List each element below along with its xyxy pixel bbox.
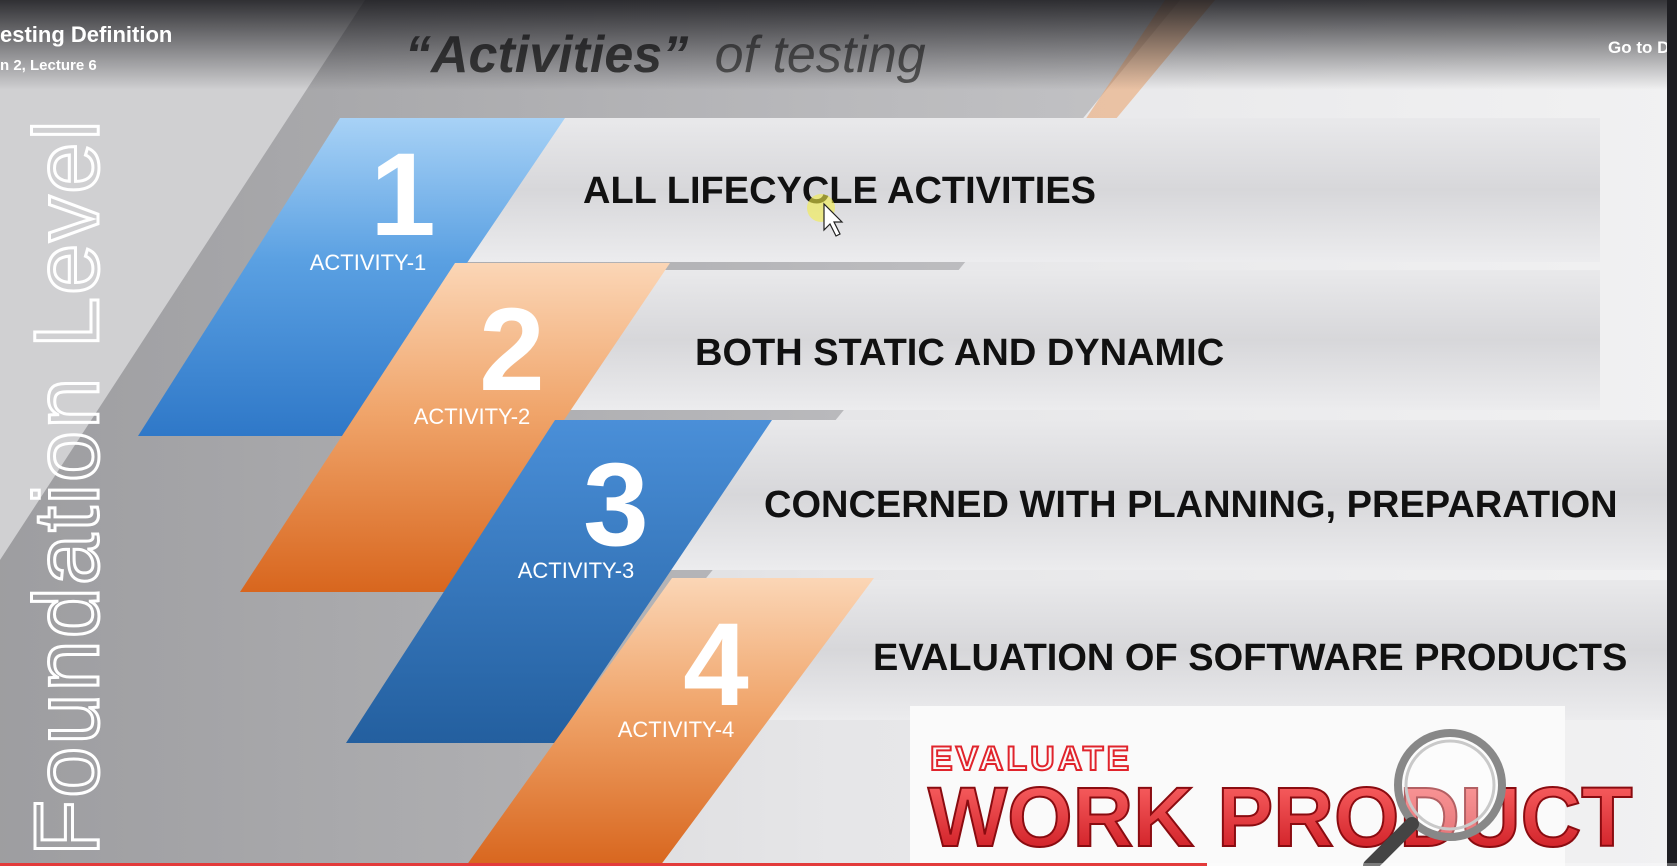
- activity-3-caption: ACTIVITY-3: [518, 558, 635, 583]
- video-progress-bar[interactable]: [0, 863, 1677, 866]
- activity-1-shape: [138, 118, 565, 436]
- activity-3-number: 3: [583, 439, 649, 571]
- mouse-cursor-icon: [807, 194, 844, 237]
- video-title: esting Definition: [0, 22, 173, 47]
- activity-1-number: 1: [370, 129, 436, 261]
- side-label-foundation-level: Foundation Level: [16, 118, 118, 856]
- activity-1-text: ALL LIFECYCLE ACTIVITIES: [583, 170, 1096, 212]
- activity-3-shape: [346, 420, 772, 743]
- work-product-image: EVALUATE WORK PRODUCT: [910, 706, 1634, 866]
- svg-text:EVALUATE: EVALUATE: [930, 740, 1132, 778]
- activity-1-caption: ACTIVITY-1: [310, 250, 427, 275]
- activity-4-text: EVALUATION OF SOFTWARE PRODUCTS: [873, 637, 1627, 679]
- svg-text:WORK PRODUCT: WORK PRODUCT: [928, 770, 1633, 864]
- activity-2-caption: ACTIVITY-2: [414, 404, 531, 429]
- activity-2-shape: [240, 263, 670, 592]
- player-top-shade: [0, 0, 1677, 90]
- activity-3-text: CONCERNED WITH PLANNING, PREPARATION: [764, 484, 1618, 526]
- video-progress-fill: [0, 863, 1208, 866]
- activity-4-caption: ACTIVITY-4: [618, 717, 735, 742]
- activity-2-number: 2: [479, 284, 545, 416]
- video-subtitle: n 2, Lecture 6: [0, 57, 97, 74]
- activity-4-shape: [466, 578, 874, 866]
- player-edge: [1667, 0, 1677, 866]
- go-to-dashboard-link[interactable]: Go to Da: [1608, 38, 1677, 57]
- activity-2-text: BOTH STATIC AND DYNAMIC: [695, 332, 1224, 374]
- activity-4-number: 4: [683, 599, 749, 731]
- magnifier-icon: [1363, 729, 1506, 866]
